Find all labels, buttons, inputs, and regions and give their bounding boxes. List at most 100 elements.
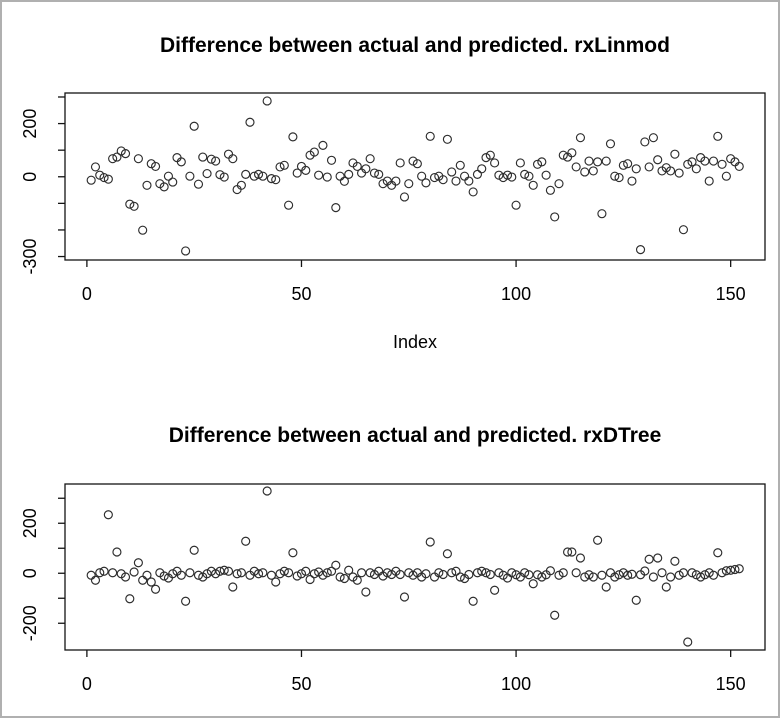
- data-point: [532, 570, 543, 580]
- data-point: [666, 166, 676, 176]
- data-point: [657, 568, 667, 578]
- data-point: [236, 568, 246, 578]
- data-point: [412, 159, 422, 169]
- data-point: [451, 566, 461, 576]
- data-point: [683, 159, 693, 169]
- data-point: [687, 568, 697, 578]
- data-point: [395, 158, 405, 168]
- x-tick-label: 50: [291, 284, 311, 304]
- data-point: [653, 155, 663, 165]
- data-point: [339, 176, 349, 186]
- data-point: [670, 149, 680, 159]
- data-point: [258, 568, 268, 578]
- data-point: [138, 575, 148, 585]
- data-point: [391, 176, 401, 186]
- data-point: [524, 570, 534, 580]
- data-point: [344, 565, 354, 575]
- data-point: [150, 584, 161, 594]
- data-point: [515, 158, 525, 168]
- data-point: [537, 572, 547, 582]
- data-point: [211, 156, 221, 166]
- data-point: [90, 162, 101, 172]
- x-tick-label: 100: [501, 284, 531, 304]
- data-point: [322, 172, 332, 182]
- data-point: [249, 171, 259, 181]
- y-tick-label: -300: [20, 239, 40, 275]
- data-point: [206, 154, 216, 164]
- data-point: [567, 547, 577, 557]
- chart1-title: Difference between actual and predicted.…: [160, 34, 670, 57]
- data-point: [700, 156, 710, 166]
- data-point: [176, 157, 186, 167]
- chart2-title: Difference between actual and predicted.…: [169, 424, 662, 447]
- data-point: [189, 545, 199, 555]
- data-point: [588, 166, 598, 176]
- data-point: [215, 566, 225, 576]
- data-point: [129, 567, 139, 577]
- data-point: [86, 570, 96, 580]
- data-point: [468, 596, 478, 606]
- data-point: [314, 170, 324, 180]
- data-point: [511, 200, 521, 210]
- data-point: [472, 169, 483, 179]
- data-point: [223, 149, 234, 159]
- data-point: [708, 156, 719, 166]
- data-point: [193, 179, 204, 189]
- data-point: [558, 568, 568, 578]
- data-point: [284, 568, 294, 578]
- data-point: [181, 246, 191, 256]
- data-point: [309, 569, 319, 579]
- data-point: [339, 573, 349, 584]
- data-point: [404, 179, 414, 189]
- data-point: [228, 582, 238, 592]
- data-point: [361, 587, 371, 597]
- data-point: [696, 572, 706, 582]
- data-point: [284, 200, 294, 210]
- data-point: [150, 161, 161, 171]
- data-point: [163, 171, 174, 181]
- data-point: [185, 568, 195, 578]
- data-point: [477, 566, 487, 576]
- data-point: [704, 176, 714, 186]
- data-point: [558, 150, 568, 160]
- data-point: [575, 553, 586, 563]
- data-point: [245, 117, 255, 127]
- data-point: [545, 566, 555, 576]
- data-point: [95, 568, 105, 578]
- data-point: [241, 169, 251, 179]
- data-point: [648, 133, 658, 143]
- data-point: [485, 569, 495, 580]
- data-point: [623, 159, 633, 169]
- data-point: [253, 169, 264, 179]
- data-point: [550, 610, 560, 620]
- plot-border: [64, 92, 766, 261]
- data-point: [262, 486, 272, 496]
- data-point: [271, 577, 281, 587]
- data-point: [640, 137, 650, 147]
- data-point: [279, 160, 289, 170]
- chart2-plot-area: 0 50 100 150 -200 0 200: [20, 483, 766, 694]
- data-point: [481, 568, 491, 578]
- x-tick-label: 100: [501, 674, 531, 694]
- data-point: [713, 548, 723, 558]
- data-point: [266, 570, 277, 580]
- data-point: [425, 537, 435, 547]
- data-point: [266, 174, 277, 184]
- y-tick-label: 0: [20, 172, 40, 182]
- data-point: [593, 535, 603, 545]
- data-point: [584, 570, 594, 580]
- data-point: [485, 150, 495, 160]
- data-point: [159, 571, 169, 581]
- data-point: [275, 162, 285, 172]
- data-point: [318, 140, 328, 150]
- data-point: [335, 171, 345, 181]
- data-point: [103, 174, 113, 184]
- data-point: [481, 153, 491, 163]
- data-point: [464, 569, 474, 580]
- data-point: [511, 570, 521, 580]
- data-point: [181, 596, 191, 606]
- data-point: [292, 168, 302, 178]
- data-point: [232, 569, 242, 579]
- data-point: [223, 566, 234, 576]
- data-point: [301, 165, 311, 175]
